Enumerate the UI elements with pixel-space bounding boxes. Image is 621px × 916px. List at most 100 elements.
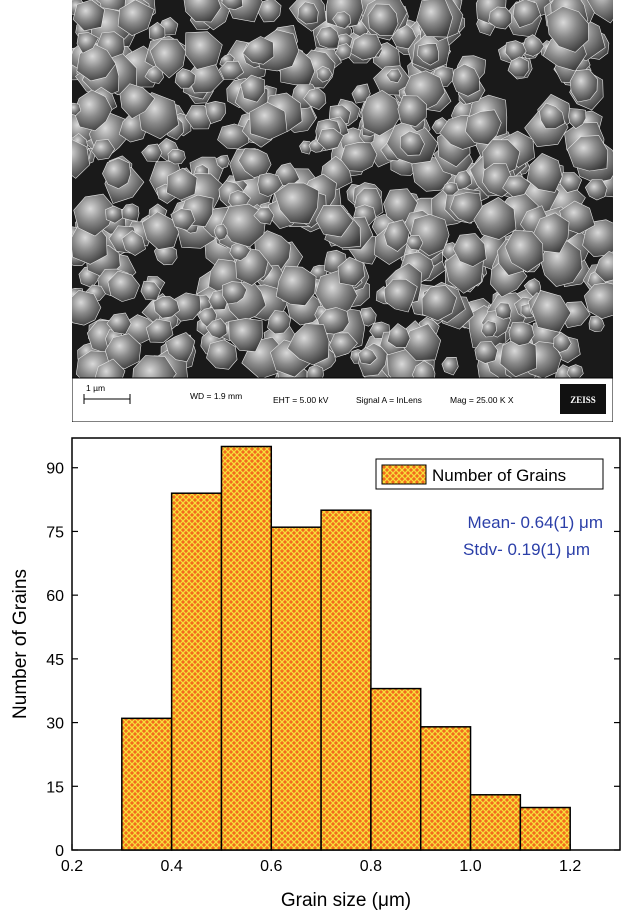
grain-size-histogram: 0.2 0.4 0.6 0.8 1.0 1.2 0 15 30 45 60 75 90 Grain s…: [10, 437, 621, 911]
stdv-annotation: Stdv- 0.19(1) μm: [463, 540, 590, 559]
grain: [107, 270, 140, 302]
grain: [91, 139, 116, 161]
scale-bar-label: 1 µm: [86, 383, 105, 393]
grain: [274, 182, 320, 225]
grain: [267, 310, 292, 335]
grain: [441, 356, 459, 376]
grain: [442, 182, 459, 196]
grain: [213, 223, 228, 241]
grain: [451, 63, 481, 97]
grain: [144, 65, 164, 84]
grain: [504, 229, 544, 273]
grain: [481, 320, 498, 338]
y-tick-label: 90: [46, 461, 64, 478]
grain: [416, 0, 454, 38]
grain: [94, 358, 126, 378]
grain: [240, 74, 265, 103]
grain: [559, 172, 583, 193]
grain: [566, 135, 609, 172]
grain: [117, 0, 155, 36]
grain: [166, 167, 198, 201]
grain: [317, 307, 350, 335]
grain: [275, 265, 317, 306]
grain: [399, 130, 425, 156]
y-axis-ticks: 0 15 30 45 60 75 90: [46, 461, 620, 860]
magnification: Mag = 25.00 K X: [450, 395, 514, 405]
accelerating-voltage: EHT = 5.00 kV: [273, 395, 329, 405]
grain: [453, 170, 472, 191]
grain: [507, 56, 530, 78]
grain: [72, 0, 105, 32]
grain: [102, 157, 132, 190]
grain: [449, 192, 483, 224]
working-distance: WD = 1.9 mm: [190, 391, 242, 401]
grain: [170, 208, 196, 231]
grain: [165, 332, 196, 363]
grain: [512, 0, 541, 28]
grain: [253, 207, 275, 225]
grain: [350, 33, 383, 61]
grain: [584, 179, 608, 201]
grain: [403, 323, 442, 361]
grain: [546, 6, 589, 53]
grain: [526, 152, 563, 193]
histogram-bar: [320, 509, 372, 851]
grain: [228, 318, 263, 353]
grain: [474, 340, 498, 364]
grain: [222, 281, 248, 305]
histogram-bars: [121, 445, 571, 851]
grain: [337, 256, 366, 287]
grain: [76, 32, 99, 54]
grain: [488, 6, 512, 30]
histogram-bar: [469, 794, 522, 851]
grain: [531, 290, 572, 333]
grain: [473, 196, 517, 240]
grain: [121, 203, 140, 222]
grain: [553, 331, 572, 353]
grain: [533, 212, 570, 254]
grain: [504, 40, 527, 62]
grain: [387, 323, 411, 348]
sem-micrograph: 1 µm WD = 1.9 mm EHT = 5.00 kV Signal A …: [72, 0, 613, 422]
sem-info-bar: [72, 377, 613, 422]
grain: [332, 11, 352, 29]
grain: [421, 285, 458, 322]
grain: [416, 43, 439, 66]
histogram-bar: [419, 726, 472, 851]
y-tick-label: 75: [46, 524, 64, 541]
x-axis-label: Grain size (μm): [281, 890, 411, 911]
grain: [106, 312, 132, 335]
grain: [132, 355, 177, 378]
histogram-bar: [121, 717, 173, 851]
y-tick-label: 45: [46, 652, 64, 669]
grain: [215, 154, 230, 169]
grain: [145, 318, 174, 343]
grain: [583, 282, 613, 320]
grain: [383, 278, 418, 313]
grain: [340, 142, 378, 172]
grain: [316, 25, 340, 49]
x-tick-label: 1.0: [459, 858, 481, 875]
grain: [316, 65, 333, 83]
grain: [249, 101, 288, 141]
grain: [465, 109, 502, 145]
mean-annotation: Mean- 0.64(1) μm: [468, 513, 603, 532]
grain: [183, 0, 222, 23]
grain: [72, 139, 91, 179]
grain: [72, 289, 102, 326]
zeiss-logo-box: [560, 384, 606, 414]
grain: [205, 318, 228, 339]
grain: [502, 175, 532, 198]
grain: [153, 296, 180, 319]
grain: [105, 205, 123, 224]
grain: [411, 360, 436, 378]
grain: [206, 339, 238, 370]
grain: [385, 68, 403, 84]
grain: [317, 127, 344, 151]
legend-label: Number of Grains: [432, 466, 566, 485]
legend-swatch: [381, 464, 427, 485]
detector-signal: Signal A = InLens: [356, 395, 422, 405]
grain: [508, 321, 535, 346]
grain: [174, 68, 196, 89]
histogram-bar: [170, 492, 223, 851]
